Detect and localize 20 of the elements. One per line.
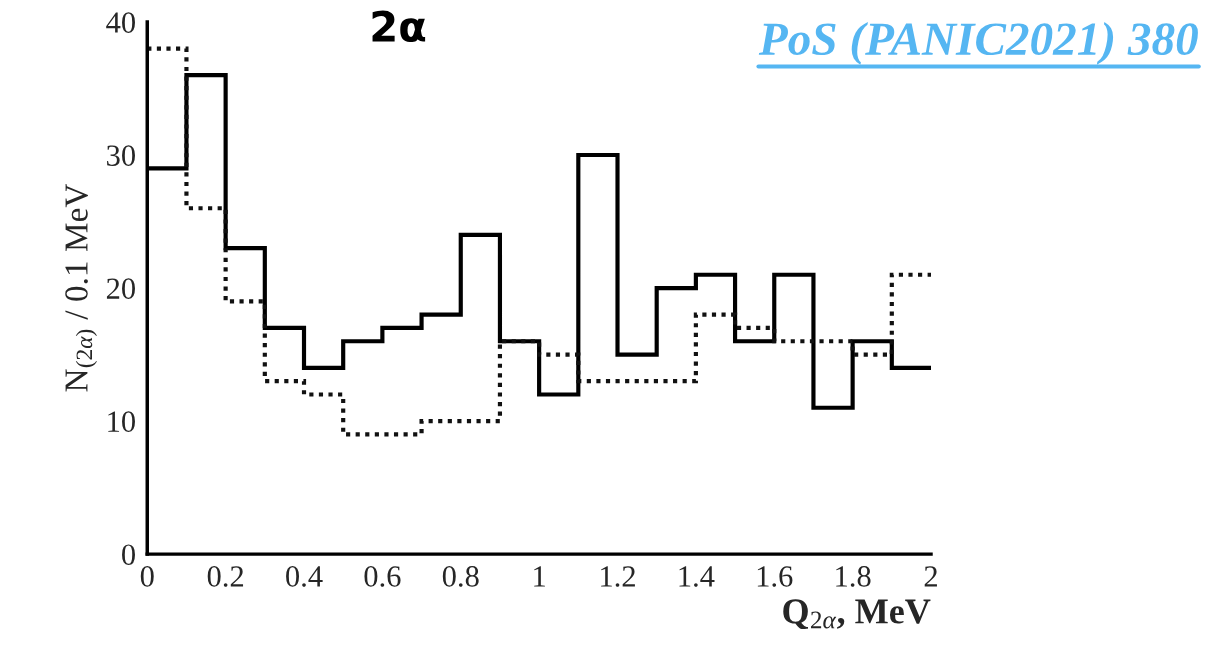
x-tick-label: 0.2 xyxy=(207,566,244,587)
y-tick-label: 40 xyxy=(106,12,135,33)
x-tick-label: 2 xyxy=(924,566,937,587)
y-tick-label: 0 xyxy=(122,544,135,566)
x-tick-label: 0.8 xyxy=(442,566,479,587)
annotation: 2α xyxy=(372,10,426,42)
annotation: PoS (PANIC2021) 380 xyxy=(758,21,1198,65)
x-tick-label: 1.6 xyxy=(757,566,793,587)
x-tick-label: 0.6 xyxy=(364,566,401,587)
y-tick-label: 10 xyxy=(108,411,135,432)
x-tick-label: 1.4 xyxy=(679,566,715,587)
x-tick-label: 1 xyxy=(534,566,545,587)
x-tick-label: 1.8 xyxy=(836,566,871,587)
y-tick-label: 20 xyxy=(106,278,135,299)
x-tick-label: 1.2 xyxy=(601,566,635,587)
y-axis-title: N$_{(2α)}$ / 0.1 MeV xyxy=(65,183,97,392)
x-axis-title: Q$_{2α}$, MeV xyxy=(783,599,931,630)
x-tick-label: 0.4 xyxy=(286,566,323,587)
y-tick-label: 30 xyxy=(107,145,135,166)
x-tick-label: 0 xyxy=(140,566,154,587)
